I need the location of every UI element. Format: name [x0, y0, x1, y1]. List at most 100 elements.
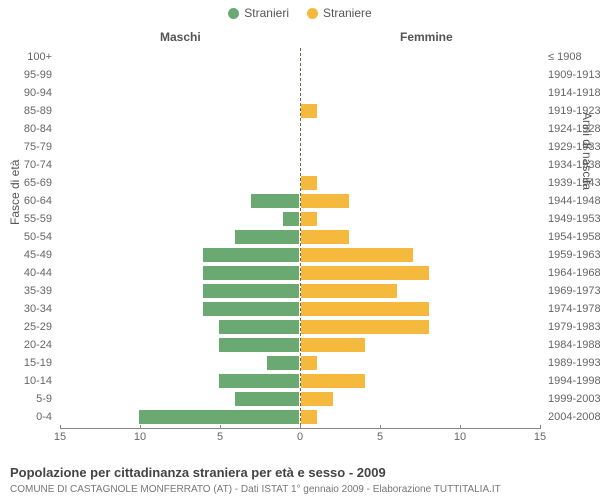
birth-year-label: 1914-1918: [548, 84, 600, 102]
x-tick-label: 15: [54, 431, 66, 443]
age-label: 0-4: [8, 408, 52, 426]
y-axis-label-left: Fasce di età: [8, 160, 22, 225]
x-tick-mark: [60, 425, 61, 429]
bar-female: [301, 194, 349, 208]
x-axis: 15105051015: [60, 428, 540, 445]
pyramid-row: 100+≤ 1908: [60, 48, 540, 66]
age-label: 95-99: [8, 66, 52, 84]
bar-male: [203, 302, 299, 316]
age-label: 30-34: [8, 300, 52, 318]
birth-year-label: ≤ 1908: [548, 48, 600, 66]
birth-year-label: 1979-1983: [548, 318, 600, 336]
pyramid-row: 60-641944-1948: [60, 192, 540, 210]
bar-male: [203, 266, 299, 280]
age-label: 35-39: [8, 282, 52, 300]
pyramid-row: 75-791929-1933: [60, 138, 540, 156]
footer-title: Popolazione per cittadinanza straniera p…: [10, 465, 386, 480]
pyramid-row: 95-991909-1913: [60, 66, 540, 84]
bar-female: [301, 356, 317, 370]
pyramid-row: 85-891919-1923: [60, 102, 540, 120]
birth-year-label: 1974-1978: [548, 300, 600, 318]
legend-male: Stranieri: [228, 6, 289, 20]
legend: Stranieri Straniere: [0, 0, 600, 20]
footer-subtitle: COMUNE DI CASTAGNOLE MONFERRATO (AT) - D…: [10, 484, 501, 495]
bar-male: [283, 212, 299, 226]
birth-year-label: 1989-1993: [548, 354, 600, 372]
age-label: 50-54: [8, 228, 52, 246]
pyramid-row: 15-191989-1993: [60, 354, 540, 372]
pyramid-row: 65-691939-1943: [60, 174, 540, 192]
bar-female: [301, 410, 317, 424]
header-male: Maschi: [160, 30, 201, 44]
bar-female: [301, 374, 365, 388]
bar-male: [219, 320, 299, 334]
bar-male: [219, 374, 299, 388]
birth-year-label: 1954-1958: [548, 228, 600, 246]
bar-female: [301, 248, 413, 262]
age-label: 5-9: [8, 390, 52, 408]
birth-year-label: 2004-2008: [548, 408, 600, 426]
bar-female: [301, 212, 317, 226]
birth-year-label: 1969-1973: [548, 282, 600, 300]
pyramid-row: 35-391969-1973: [60, 282, 540, 300]
bar-male: [251, 194, 299, 208]
bar-female: [301, 392, 333, 406]
x-tick-label: 10: [454, 431, 466, 443]
bar-male: [267, 356, 299, 370]
bar-female: [301, 284, 397, 298]
bar-female: [301, 230, 349, 244]
age-label: 80-84: [8, 120, 52, 138]
legend-female-label: Straniere: [323, 6, 372, 20]
pyramid-row: 30-341974-1978: [60, 300, 540, 318]
x-tick-label: 0: [297, 431, 303, 443]
age-label: 10-14: [8, 372, 52, 390]
birth-year-label: 1994-1998: [548, 372, 600, 390]
bar-female: [301, 176, 317, 190]
pyramid-row: 45-491959-1963: [60, 246, 540, 264]
pyramid-row: 90-941914-1918: [60, 84, 540, 102]
age-label: 100+: [8, 48, 52, 66]
bar-female: [301, 266, 429, 280]
pyramid-row: 70-741934-1938: [60, 156, 540, 174]
birth-year-label: 1944-1948: [548, 192, 600, 210]
pyramid-row: 50-541954-1958: [60, 228, 540, 246]
birth-year-label: 1909-1913: [548, 66, 600, 84]
legend-female-swatch: [307, 8, 318, 19]
birth-year-label: 1959-1963: [548, 246, 600, 264]
x-tick-label: 5: [377, 431, 383, 443]
legend-male-swatch: [228, 8, 239, 19]
age-label: 45-49: [8, 246, 52, 264]
y-axis-label-right: Anni di nascita: [580, 112, 594, 190]
birth-year-label: 1984-1988: [548, 336, 600, 354]
birth-year-label: 1999-2003: [548, 390, 600, 408]
x-tick-label: 10: [134, 431, 146, 443]
chart-area: Maschi Femmine 100+≤ 190895-991909-19139…: [60, 30, 540, 440]
bar-male: [203, 284, 299, 298]
pyramid-row: 20-241984-1988: [60, 336, 540, 354]
rows: 100+≤ 190895-991909-191390-941914-191885…: [60, 48, 540, 426]
bar-female: [301, 320, 429, 334]
bar-female: [301, 302, 429, 316]
pyramid-row: 5-91999-2003: [60, 390, 540, 408]
bar-female: [301, 104, 317, 118]
x-tick-label: 5: [217, 431, 223, 443]
bar-male: [203, 248, 299, 262]
age-label: 25-29: [8, 318, 52, 336]
pyramid-row: 25-291979-1983: [60, 318, 540, 336]
x-tick-mark: [540, 425, 541, 429]
birth-year-label: 1964-1968: [548, 264, 600, 282]
legend-male-label: Stranieri: [244, 6, 289, 20]
age-label: 85-89: [8, 102, 52, 120]
pyramid-row: 40-441964-1968: [60, 264, 540, 282]
bar-male: [219, 338, 299, 352]
x-tick-mark: [380, 425, 381, 429]
x-tick-mark: [220, 425, 221, 429]
x-tick-mark: [300, 425, 301, 429]
pyramid-row: 80-841924-1928: [60, 120, 540, 138]
birth-year-label: 1949-1953: [548, 210, 600, 228]
age-label: 20-24: [8, 336, 52, 354]
age-label: 75-79: [8, 138, 52, 156]
bar-male: [235, 392, 299, 406]
bar-male: [235, 230, 299, 244]
header-female: Femmine: [400, 30, 453, 44]
